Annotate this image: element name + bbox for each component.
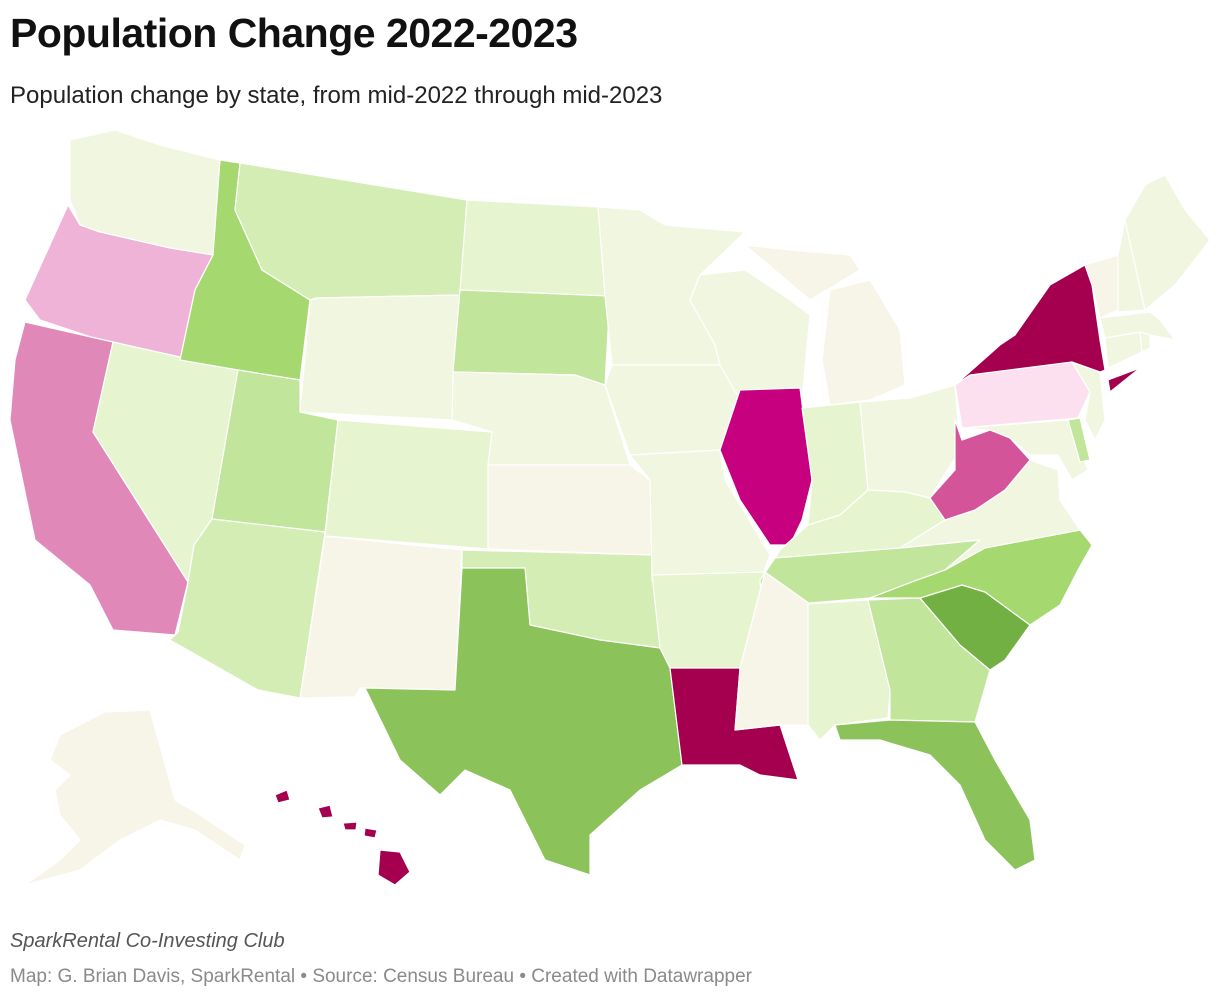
state-MO[interactable] xyxy=(629,449,771,581)
state-MA[interactable] xyxy=(1099,311,1176,341)
byline: SparkRental Co-Investing Club xyxy=(10,930,285,952)
state-AK[interactable] xyxy=(24,709,246,886)
map-title: Population Change 2022-2023 xyxy=(10,10,578,56)
state-WV[interactable] xyxy=(929,419,1031,521)
state-NM[interactable] xyxy=(299,535,463,699)
state-ME[interactable] xyxy=(1124,174,1211,311)
map-canvas xyxy=(9,129,1211,886)
state-KS[interactable] xyxy=(487,464,653,556)
us-choropleth-map xyxy=(0,125,1220,895)
map-subtitle: Population change by state, from mid-202… xyxy=(10,82,663,109)
source-credits: Map: G. Brian Davis, SparkRental • Sourc… xyxy=(10,966,752,987)
state-TX[interactable] xyxy=(364,567,683,876)
state-WY[interactable] xyxy=(299,294,461,421)
state-HI[interactable] xyxy=(274,789,411,886)
state-NY[interactable] xyxy=(954,264,1141,393)
state-SD[interactable] xyxy=(452,289,611,386)
state-FL[interactable] xyxy=(834,719,1036,871)
state-CO[interactable] xyxy=(324,419,493,550)
state-VT[interactable] xyxy=(1084,254,1119,319)
state-ND[interactable] xyxy=(459,199,611,297)
state-MI[interactable] xyxy=(744,244,906,406)
state-IA[interactable] xyxy=(604,364,741,456)
